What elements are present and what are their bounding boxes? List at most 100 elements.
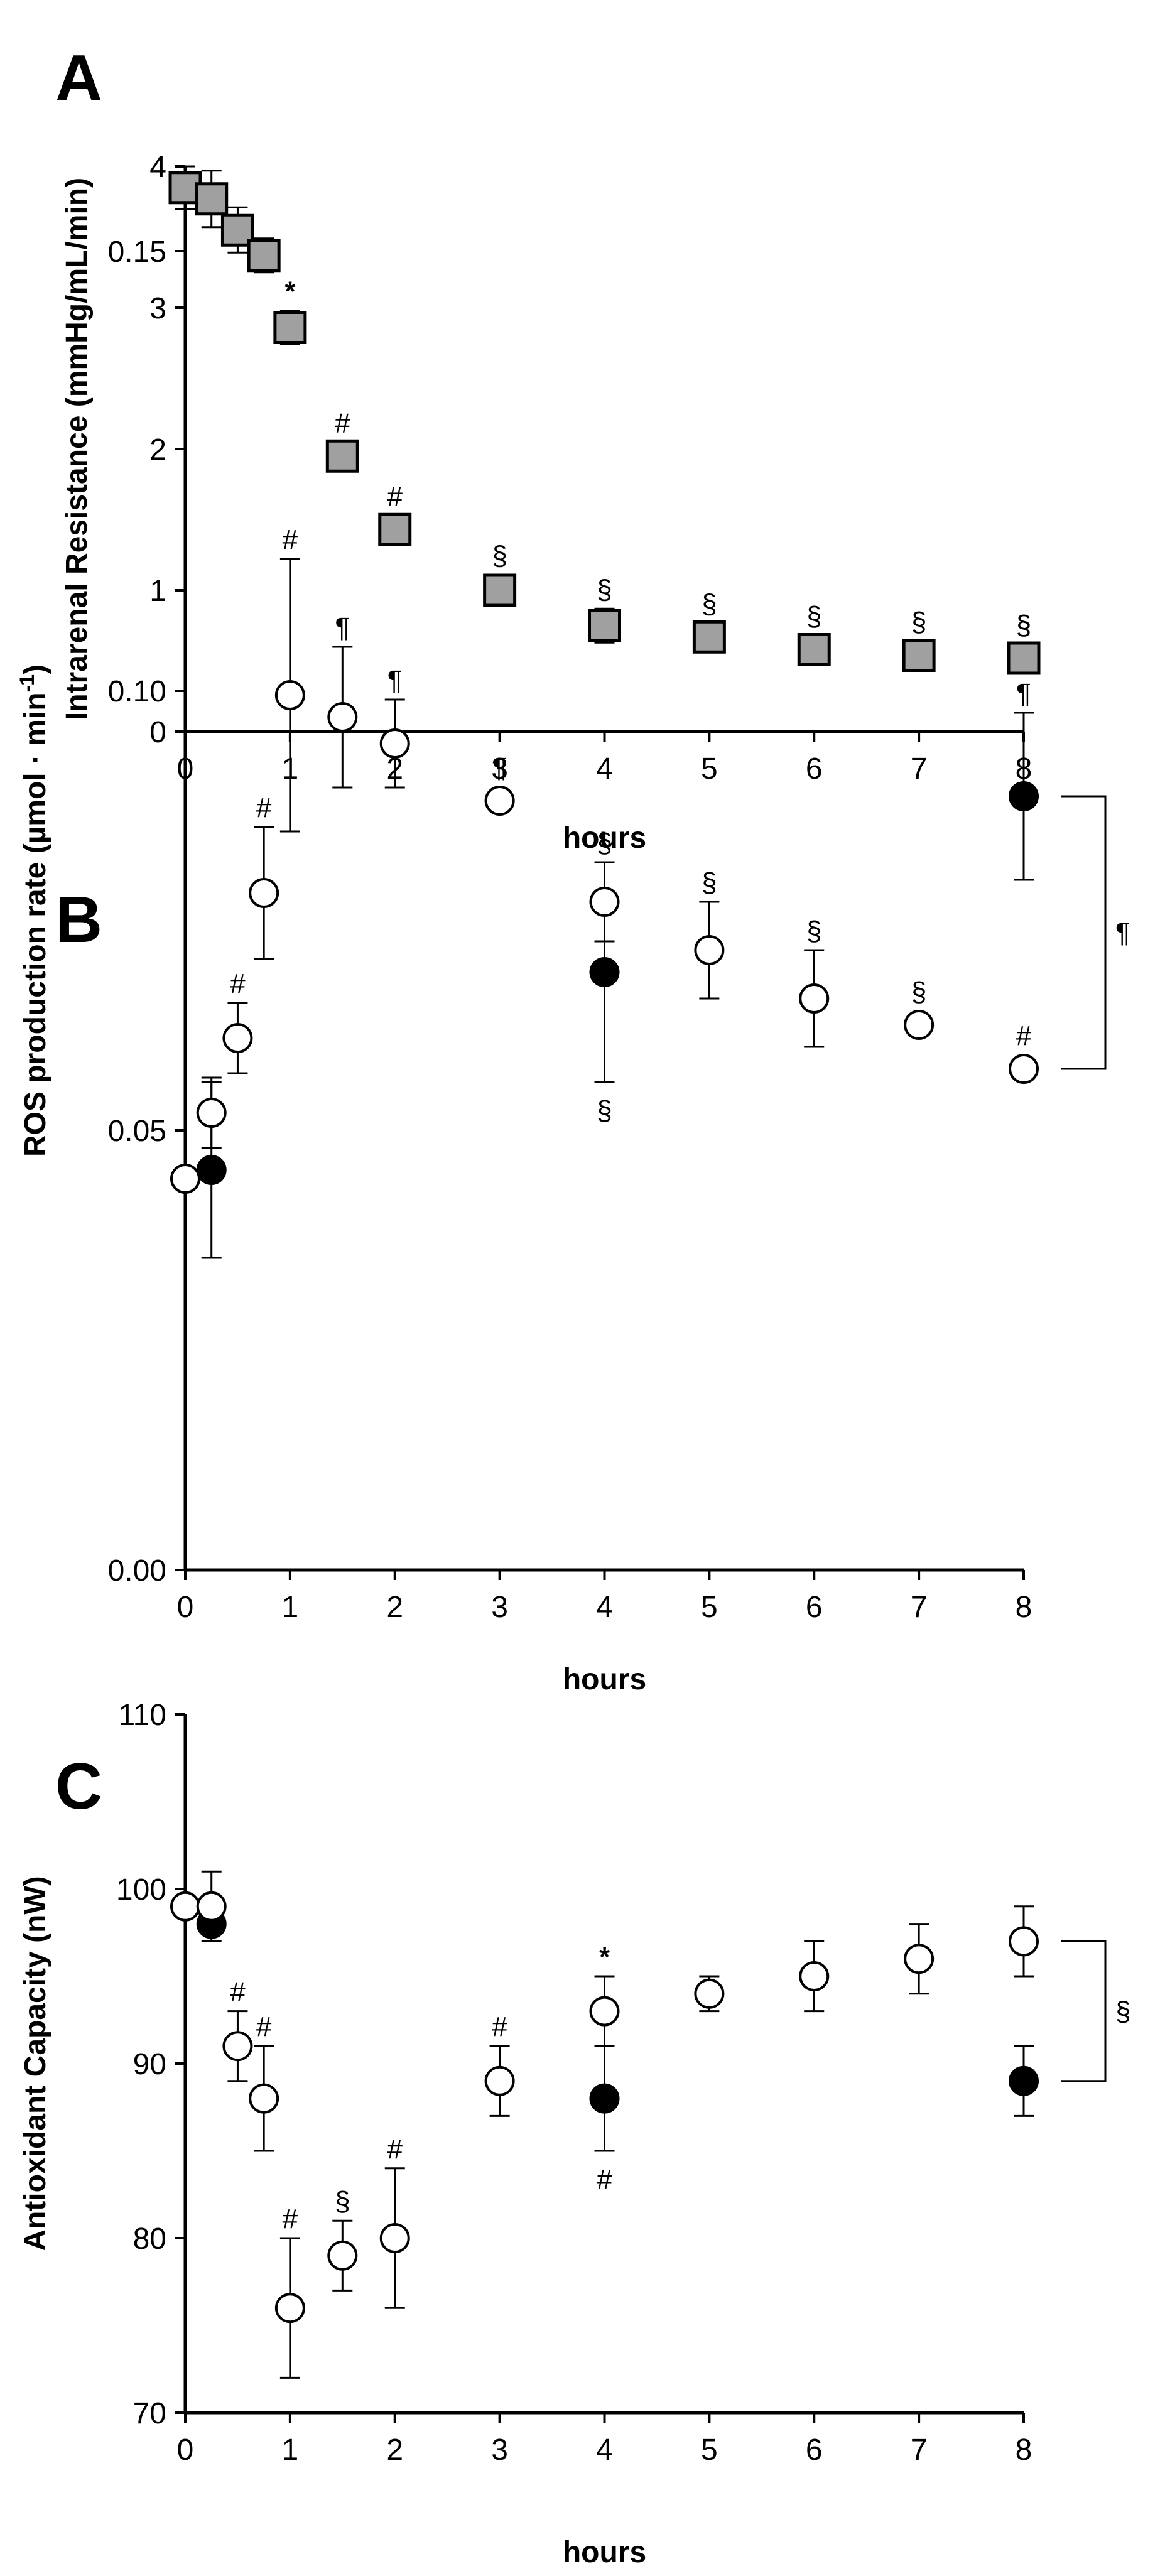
data-point xyxy=(196,1098,227,1128)
x-tick-label: 5 xyxy=(701,1591,718,1624)
significance-label: § xyxy=(911,977,926,1007)
panel-letter: A xyxy=(55,42,102,115)
x-tick-label: 1 xyxy=(282,1591,299,1624)
y-tick-label: 0.10 xyxy=(108,675,166,708)
x-axis-title: hours xyxy=(563,821,646,855)
significance-label: § xyxy=(702,867,717,898)
data-point xyxy=(902,639,936,672)
panel-letter: C xyxy=(55,1750,102,1823)
y-tick-label: 0.05 xyxy=(108,1115,166,1148)
x-tick-label: 7 xyxy=(911,2433,928,2467)
data-point xyxy=(799,1961,830,1991)
y-tick-label: 90 xyxy=(133,2048,166,2081)
data-point xyxy=(170,1891,200,1922)
data-point xyxy=(484,2065,515,2096)
significance-label: # xyxy=(230,968,246,999)
y-tick-label: 70 xyxy=(133,2397,166,2430)
data-point xyxy=(589,957,620,987)
y-axis-title-end: ) xyxy=(19,664,52,674)
significance-label: ¶ xyxy=(387,665,403,696)
data-point xyxy=(196,1891,227,1922)
data-point xyxy=(274,2293,305,2324)
significance-label: # xyxy=(597,2164,612,2195)
x-tick-label: 5 xyxy=(701,752,718,786)
panel-a: A01234567801234hoursIntrarenal Resistanc… xyxy=(55,42,1041,855)
data-point xyxy=(1009,781,1039,811)
significance-label: § xyxy=(1016,610,1031,641)
panel-c: C 0 1 2 3 4 5 6 7 8 70 80 90 100 110 hours Antioxidant C… xyxy=(19,1699,1130,2569)
x-tick-label: 8 xyxy=(1016,2433,1032,2467)
series-open: # # # § # # * xyxy=(170,1870,1039,2379)
y-axis-title: ROS production rate (µmol · min-1) xyxy=(16,664,52,1157)
data-point xyxy=(170,1164,200,1194)
y-axis-title-main: ROS production rate (µmol · min xyxy=(19,692,52,1157)
data-point xyxy=(483,573,517,607)
bracket-label: § xyxy=(1115,1996,1130,2027)
significance-label: # xyxy=(256,793,272,823)
x-tick-label: 0 xyxy=(177,2433,194,2467)
data-point xyxy=(379,728,410,759)
x-tick-label: 3 xyxy=(491,1591,508,1624)
x-tick-label: 1 xyxy=(282,2433,299,2467)
bracket-label: ¶ xyxy=(1115,917,1130,948)
data-point xyxy=(1009,2065,1039,2096)
significance-label: # xyxy=(387,481,403,512)
x-tick-label: 3 xyxy=(491,752,508,786)
y-axis-title: Intrarenal Resistance (mmHg/mL/min) xyxy=(60,178,94,720)
x-tick-label: 8 xyxy=(1016,1591,1032,1624)
y-axis-title: Antioxidant Capacity (nW) xyxy=(19,1876,52,2251)
y-tick-label: 3 xyxy=(149,292,166,325)
data-point xyxy=(249,878,279,908)
significance-label: # xyxy=(256,2011,272,2042)
data-point xyxy=(1009,1926,1039,1957)
series-resistance: * # # § § § § § § xyxy=(168,165,1041,675)
x-axis-title: hours xyxy=(563,2536,646,2569)
data-point xyxy=(379,2223,410,2253)
y-tick-label: 0.15 xyxy=(108,235,166,269)
significance-label: # xyxy=(283,524,298,555)
y-tick-label: 110 xyxy=(118,1699,166,1732)
y-axis-title-main: Intrarenal Resistance (mmHg/mL/min) xyxy=(60,178,94,720)
x-tick-label: 4 xyxy=(596,752,613,786)
significance-label: ¶ xyxy=(492,752,507,783)
significance-label: § xyxy=(806,916,821,946)
comparison-bracket xyxy=(1061,795,1107,1070)
data-point xyxy=(904,1944,935,1974)
significance-label: § xyxy=(911,607,926,637)
x-tick-label: 2 xyxy=(386,1591,403,1624)
y-axis-title-sup: -1 xyxy=(16,674,38,692)
data-point xyxy=(484,786,515,816)
data-point xyxy=(797,633,831,666)
x-tick-label: 4 xyxy=(596,1591,613,1624)
significance-label: § xyxy=(492,540,507,571)
x-tick-label: 7 xyxy=(911,752,928,786)
x-tick-label: 6 xyxy=(806,752,823,786)
data-point xyxy=(589,1996,620,2027)
significance-label: ¶ xyxy=(335,612,350,643)
significance-label: # xyxy=(1016,1020,1032,1051)
significance-label: # xyxy=(335,408,350,438)
y-tick-label: 1 xyxy=(149,575,166,608)
significance-label: § xyxy=(597,828,612,858)
significance-label: # xyxy=(492,2011,507,2042)
x-tick-label: 4 xyxy=(596,2433,613,2467)
data-point xyxy=(799,983,830,1014)
y-axis-title-main: Antioxidant Capacity (nW) xyxy=(19,1876,52,2251)
x-tick-label: 7 xyxy=(911,1591,928,1624)
x-tick-label: 6 xyxy=(806,1591,823,1624)
data-point xyxy=(1009,1054,1039,1084)
y-tick-label: 100 xyxy=(116,1873,166,1907)
data-point xyxy=(325,439,359,473)
data-point xyxy=(692,620,726,654)
data-point xyxy=(589,2083,620,2114)
series-filled: # xyxy=(196,1908,1039,2195)
x-tick-label: 5 xyxy=(701,2433,718,2467)
data-point xyxy=(327,2240,358,2271)
significance-label: # xyxy=(230,1977,246,2008)
x-tick-label: 0 xyxy=(177,1591,194,1624)
data-point xyxy=(249,2083,279,2114)
x-tick-label: 3 xyxy=(491,2433,508,2467)
data-point xyxy=(274,680,305,710)
data-point xyxy=(196,1155,227,1185)
